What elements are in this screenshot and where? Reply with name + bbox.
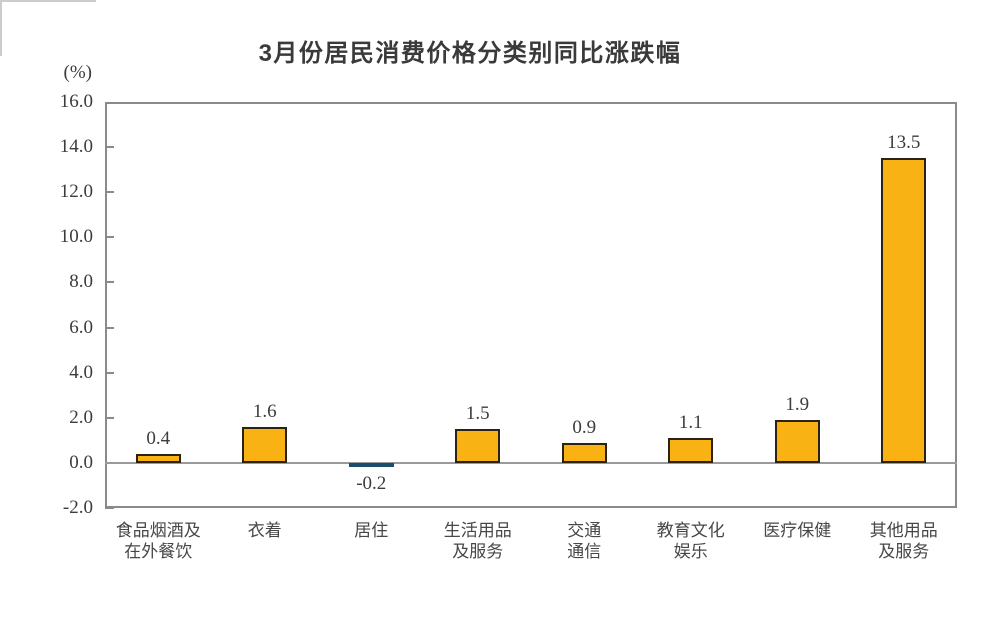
y-axis-tick-mark xyxy=(105,326,114,329)
x-axis-category-label: 其他用品 及服务 xyxy=(869,521,938,561)
bar-1 xyxy=(242,426,288,463)
y-axis-tick-label: 16.0 xyxy=(59,91,93,112)
y-axis-tick-mark xyxy=(105,191,114,194)
x-axis-category-label: 居住 xyxy=(354,521,389,540)
zero-baseline xyxy=(105,461,957,464)
bar-value-label: 0.4 xyxy=(146,427,171,449)
screenshot-edge-artifact-left xyxy=(0,0,2,56)
y-axis-tick-label: 12.0 xyxy=(59,181,93,203)
y-axis-unit-label: (%) xyxy=(63,62,92,83)
x-axis-category-label: 衣着 xyxy=(247,521,282,540)
x-axis-category-label: 交通 通信 xyxy=(567,521,602,561)
bar-0 xyxy=(135,453,181,463)
x-axis-category-label: 生活用品 及服务 xyxy=(443,521,512,561)
x-axis-category-label: 医疗保健 xyxy=(763,521,832,540)
chart-title: 3月份居民消费价格分类别同比涨跌幅 xyxy=(258,40,682,67)
bar-2 xyxy=(348,462,394,468)
bar-6 xyxy=(774,420,820,463)
y-axis-tick-label: 8.0 xyxy=(69,271,93,293)
bar-value-label: 1.6 xyxy=(252,400,277,422)
y-axis-tick-mark xyxy=(105,281,114,284)
y-axis-tick-label: 10.0 xyxy=(59,226,93,248)
y-axis-tick-label: 2.0 xyxy=(69,406,93,428)
bar-value-label: 0.9 xyxy=(572,416,597,438)
y-axis-tick-label: -2.0 xyxy=(62,497,93,518)
bar-value-label: 1.1 xyxy=(678,412,703,434)
y-axis-tick-mark xyxy=(105,236,114,239)
y-axis-tick-mark xyxy=(105,507,114,509)
bar-value-label: 13.5 xyxy=(887,132,921,154)
x-axis-category-label: 食品烟酒及 在外餐饮 xyxy=(115,521,201,561)
screenshot-edge-artifact-top xyxy=(0,0,96,2)
bar-4 xyxy=(561,442,607,463)
bar-value-label: 1.9 xyxy=(785,394,810,416)
y-axis-tick-label: 4.0 xyxy=(69,361,93,383)
y-axis-tick-mark xyxy=(105,146,114,149)
y-axis-tick-label: 14.0 xyxy=(59,136,93,158)
y-axis-tick-label: 6.0 xyxy=(69,316,93,338)
bar-value-label: 1.5 xyxy=(465,403,490,425)
bar-3 xyxy=(455,429,501,463)
x-axis-category-label: 教育文化 娱乐 xyxy=(656,521,725,561)
bar-value-label: -0.2 xyxy=(356,473,387,495)
bar-7 xyxy=(881,158,927,463)
plot-frame xyxy=(105,102,957,508)
y-axis-tick-label: 0.0 xyxy=(69,451,93,473)
y-axis-tick-mark xyxy=(105,416,114,419)
bar-5 xyxy=(668,438,714,463)
y-axis-tick-mark xyxy=(105,371,114,374)
